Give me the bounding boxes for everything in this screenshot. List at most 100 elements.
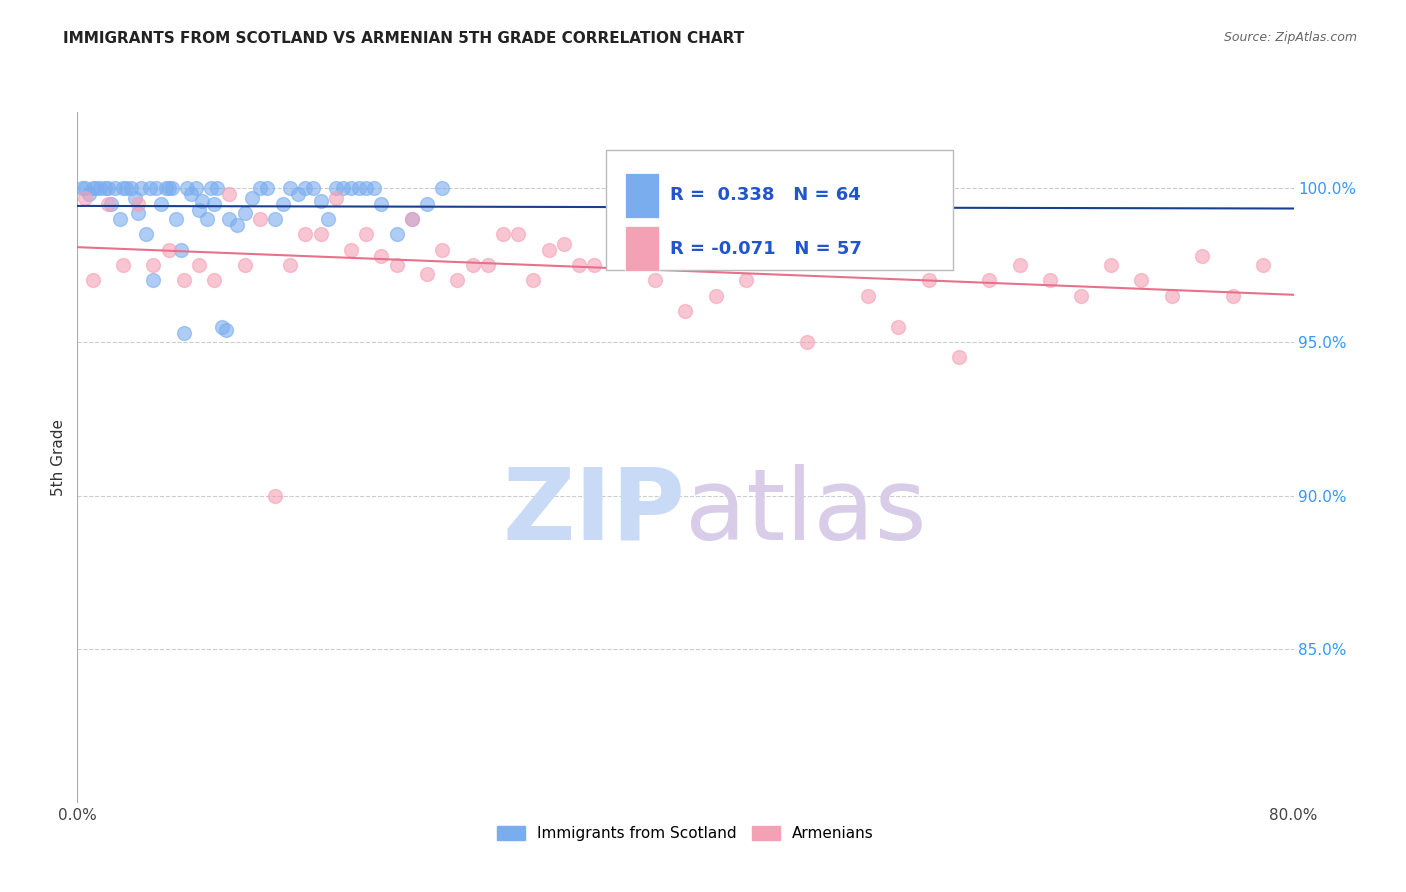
Point [142, 258, 165, 272]
Point [256, 181, 278, 195]
Point [370, 249, 392, 263]
Point [188, 202, 211, 217]
Point [218, 212, 240, 227]
Point [176, 181, 198, 195]
Point [165, 212, 187, 227]
Point [73, 181, 96, 195]
Point [508, 227, 530, 242]
Point [644, 273, 666, 287]
Point [856, 289, 879, 303]
Point [583, 258, 606, 272]
Point [309, 227, 332, 242]
Point [170, 243, 193, 257]
Point [202, 273, 225, 287]
Point [233, 258, 256, 272]
Point [180, 187, 202, 202]
Point [765, 227, 787, 242]
Point [340, 181, 363, 195]
Point [97, 196, 120, 211]
Point [264, 212, 287, 227]
Point [477, 258, 499, 272]
Text: atlas: atlas [686, 464, 927, 561]
Point [401, 212, 423, 227]
Point [93, 181, 115, 195]
Point [188, 258, 211, 272]
FancyBboxPatch shape [624, 227, 658, 271]
Point [84, 181, 107, 195]
Text: R = -0.071   N = 57: R = -0.071 N = 57 [669, 240, 862, 258]
Point [149, 196, 172, 211]
Point [385, 227, 408, 242]
Point [111, 181, 134, 195]
Point [135, 227, 157, 242]
Y-axis label: 5th Grade: 5th Grade [51, 418, 66, 496]
Point [82, 181, 104, 195]
Point [233, 206, 256, 220]
Point [100, 196, 122, 211]
Point [1222, 289, 1244, 303]
Text: R =  0.338   N = 64: R = 0.338 N = 64 [669, 186, 860, 204]
Point [70, 181, 93, 195]
Point [1191, 249, 1213, 263]
Point [948, 351, 970, 365]
Point [537, 243, 560, 257]
Point [173, 326, 195, 340]
Point [430, 243, 453, 257]
Point [157, 181, 180, 195]
Point [271, 196, 294, 211]
Point [325, 190, 347, 204]
Point [127, 206, 149, 220]
Point [887, 319, 910, 334]
Point [129, 181, 152, 195]
Point [354, 181, 377, 195]
Point [215, 323, 238, 337]
Point [104, 181, 127, 195]
Point [416, 268, 439, 282]
Point [354, 227, 377, 242]
Point [191, 194, 214, 208]
Point [704, 289, 727, 303]
Point [446, 273, 468, 287]
Point [553, 236, 575, 251]
Point [340, 243, 363, 257]
Point [127, 196, 149, 211]
Point [302, 181, 325, 195]
Point [1039, 273, 1062, 287]
Point [1161, 289, 1184, 303]
FancyBboxPatch shape [606, 150, 953, 270]
Point [120, 181, 142, 195]
Point [157, 243, 180, 257]
Point [568, 258, 591, 272]
Point [240, 190, 263, 204]
Point [385, 258, 408, 272]
Point [332, 181, 354, 195]
Point [370, 196, 392, 211]
Point [347, 181, 370, 195]
Point [249, 181, 271, 195]
Point [827, 243, 849, 257]
Point [522, 273, 544, 287]
Point [492, 227, 515, 242]
Point [108, 212, 131, 227]
Point [316, 212, 339, 227]
Point [205, 181, 228, 195]
Point [89, 181, 111, 195]
Point [145, 181, 167, 195]
Point [675, 304, 697, 318]
Point [249, 212, 271, 227]
Point [294, 227, 316, 242]
Point [155, 181, 177, 195]
Point [278, 181, 301, 195]
Point [796, 334, 818, 349]
Point [97, 181, 120, 195]
Point [139, 181, 162, 195]
Point [979, 273, 1001, 287]
Point [211, 319, 233, 334]
Point [111, 258, 134, 272]
Point [363, 181, 385, 195]
Point [278, 258, 301, 272]
Point [309, 194, 332, 208]
Point [287, 187, 309, 202]
Point [416, 196, 439, 211]
Point [160, 181, 183, 195]
